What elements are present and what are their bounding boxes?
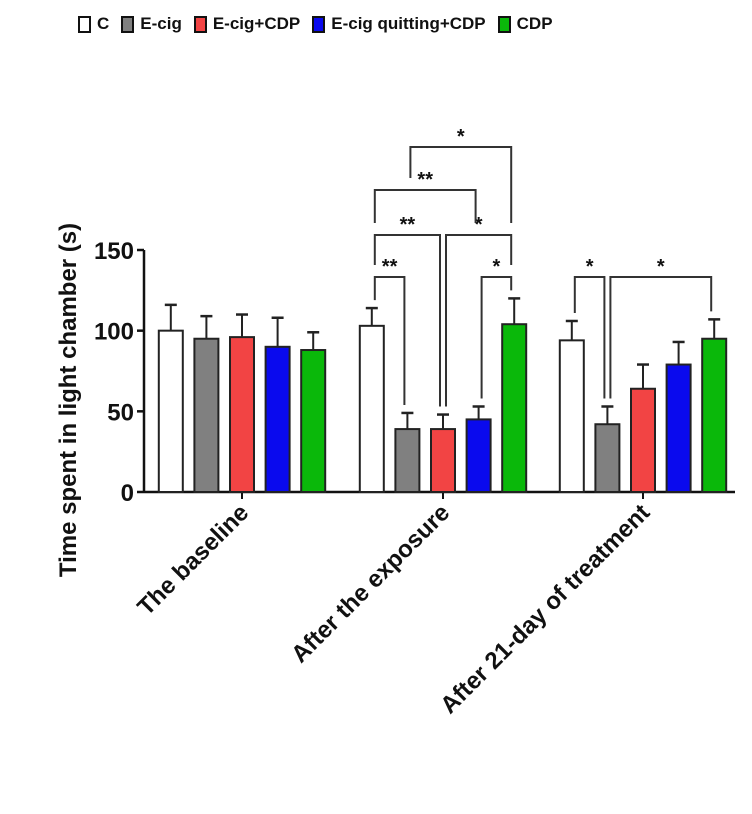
significance-label: * (493, 256, 501, 278)
x-tick-label: After the exposure (286, 499, 455, 668)
significance-label: * (475, 214, 483, 236)
bar (300, 349, 327, 493)
bar (665, 363, 692, 493)
legend-swatch (193, 15, 207, 33)
significance-label: * (657, 256, 665, 278)
legend-label: E-cig (140, 14, 182, 33)
significance-label: ** (417, 169, 433, 191)
bar (264, 345, 291, 493)
bar (229, 336, 255, 493)
legend-swatch (312, 15, 326, 33)
legend: C E-cig E-cig+CDP E-cig quitting+CDP CDP (78, 14, 565, 34)
significance-label: * (457, 126, 465, 148)
legend-swatch (78, 15, 91, 33)
bar (594, 423, 621, 493)
legend-item: E-cig+CDP (193, 14, 301, 34)
significance-bracket (373, 234, 441, 407)
bar (157, 329, 184, 493)
bar (630, 387, 656, 494)
y-tick-label: 100 (94, 319, 134, 346)
bar (701, 337, 728, 493)
significance-bracket (480, 276, 513, 399)
legend-swatch (121, 15, 135, 33)
bar (558, 339, 585, 494)
significance-label: ** (382, 256, 398, 278)
significance-bracket (609, 276, 713, 399)
y-tick-label: 150 (94, 238, 134, 265)
significance-bracket (409, 146, 513, 223)
legend-item: E-cig (121, 14, 182, 34)
legend-label: CDP (516, 14, 553, 33)
bar (394, 428, 421, 493)
bar (430, 428, 456, 493)
legend-label: E-cig quitting+CDP (331, 14, 486, 33)
y-tick-label: 0 (121, 480, 134, 507)
y-tick-label: 50 (107, 399, 134, 426)
significance-label: ** (400, 214, 416, 236)
legend-swatch (497, 15, 511, 33)
legend-label: C (97, 14, 110, 33)
y-axis-label: Time spent in light chamber (s) (55, 223, 82, 577)
bar (465, 418, 492, 493)
bar (358, 324, 385, 493)
bar (193, 337, 220, 493)
significance-bracket (373, 189, 477, 223)
significance-bracket (573, 276, 606, 399)
significance-bracket (445, 234, 513, 407)
legend-item: C (78, 14, 109, 34)
x-tick-label: After 21-day of treatment (435, 499, 655, 719)
legend-item: CDP (497, 14, 553, 34)
legend-label: E-cig+CDP (212, 14, 301, 33)
significance-label: * (586, 256, 594, 278)
bar (501, 323, 528, 494)
x-tick-label: The baseline (132, 499, 254, 621)
significance-bracket (373, 276, 406, 405)
legend-item: E-cig quitting+CDP (312, 14, 486, 34)
